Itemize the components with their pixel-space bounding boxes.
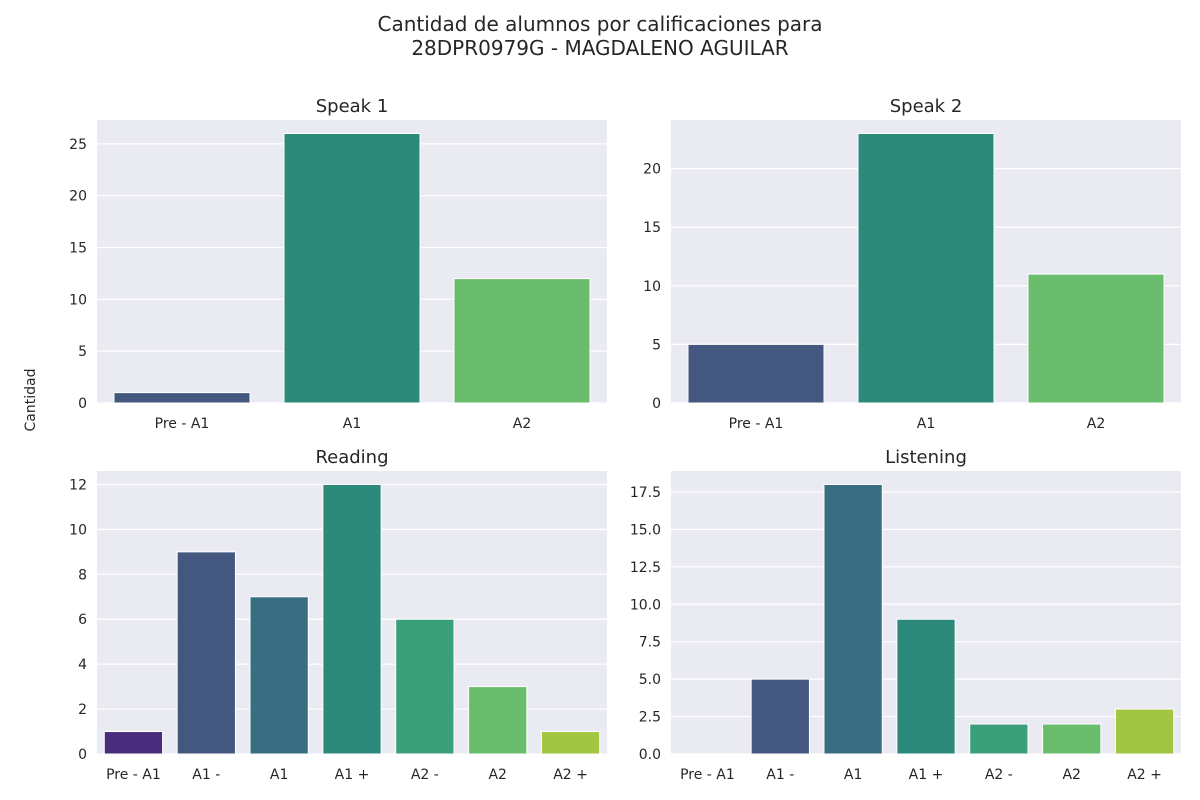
bar (468, 686, 528, 755)
bar (1042, 723, 1102, 755)
y-tick-label: 2 (78, 702, 87, 718)
y-tick-label: 7.5 (639, 635, 661, 651)
bar (176, 551, 236, 755)
bar (1114, 708, 1175, 755)
bar (1027, 273, 1165, 404)
x-tick-label: A1 (917, 416, 935, 432)
y-tick-label: 20 (643, 162, 661, 178)
bar (823, 483, 883, 755)
x-tick-label: A1 - (766, 767, 794, 783)
x-tick-label: A2 (1087, 416, 1105, 432)
y-tick-label: 12.5 (630, 560, 661, 576)
y-tick-label: 0.0 (639, 747, 661, 763)
bar (453, 278, 591, 404)
x-tick-label: A2 (488, 767, 506, 783)
y-tick-label: 15 (643, 220, 661, 236)
y-tick-label: 10.0 (630, 597, 661, 613)
bar (896, 618, 956, 755)
bar (395, 618, 455, 755)
x-tick-label: A1 (844, 767, 862, 783)
x-tick-label: A2 - (411, 767, 439, 783)
x-tick-label: Pre - A1 (680, 767, 735, 783)
x-tick-label: A1 (343, 416, 361, 432)
x-tick-label: Pre - A1 (729, 416, 784, 432)
bar (687, 343, 825, 404)
bar (283, 132, 421, 404)
bar (322, 483, 382, 755)
y-tick-label: 10 (69, 522, 87, 538)
subplot-2: 0 2 4 6 8 10 12 Pre - A1 A1 - A1 A1 + A2 - A2 A2 + Rea… (69, 447, 607, 783)
y-tick-label: 2.5 (639, 710, 661, 726)
subplot-title: Speak 2 (890, 96, 963, 117)
y-tick-label: 10 (69, 292, 87, 308)
y-tick-label: 0 (652, 396, 661, 412)
x-tick-label: A1 - (192, 767, 220, 783)
y-tick-label: 17.5 (630, 485, 661, 501)
y-tick-label: 0 (78, 396, 87, 412)
bar (103, 731, 164, 755)
subplot-3: 0.0 2.5 5.0 7.5 10.0 12.5 15.0 17.5 Pre - A1 A1 -… (630, 447, 1181, 783)
x-tick-label: A1 + (335, 767, 370, 783)
bar (969, 723, 1029, 755)
y-tick-label: 12 (69, 477, 87, 493)
y-tick-label: 20 (69, 189, 87, 205)
x-tick-label: Pre - A1 (106, 767, 161, 783)
bar (249, 596, 309, 755)
figure-title-line-1: Cantidad de alumnos por calificaciones p… (377, 12, 823, 36)
figure-title-line-2: 28DPR0979G - MAGDALENO AGUILAR (411, 36, 789, 60)
bar (750, 678, 810, 755)
x-tick-label: Pre - A1 (155, 416, 210, 432)
y-tick-label: 5 (78, 344, 87, 360)
y-tick-label: 10 (643, 279, 661, 295)
x-tick-label: A1 (270, 767, 288, 783)
x-tick-label: A2 (1062, 767, 1080, 783)
y-tick-label: 4 (78, 657, 87, 673)
x-tick-label: A2 (513, 416, 531, 432)
bar (113, 392, 251, 404)
subplot-1: 0 5 10 15 20 Pre - A1 A1 A2 Speak 2 (643, 96, 1181, 432)
y-tick-label: 5 (652, 337, 661, 353)
subplot-title: Listening (885, 447, 967, 468)
x-tick-label: A2 + (553, 767, 588, 783)
bar (540, 731, 601, 755)
y-tick-label: 0 (78, 747, 87, 763)
bar (857, 132, 995, 404)
subplot-title: Speak 1 (316, 96, 389, 117)
subplot-title: Reading (315, 447, 388, 468)
x-tick-label: A2 + (1127, 767, 1162, 783)
y-tick-label: 15.0 (630, 522, 661, 538)
y-tick-label: 25 (69, 137, 87, 153)
y-tick-label: 15 (69, 241, 87, 257)
subplot-0: 0 5 10 15 20 25 Pre - A1 A1 A2 Speak 1 (69, 96, 607, 432)
x-tick-label: A1 + (909, 767, 944, 783)
x-tick-label: A2 - (985, 767, 1013, 783)
y-tick-label: 5.0 (639, 672, 661, 688)
y-tick-label: 6 (78, 612, 87, 628)
y-tick-label: 8 (78, 567, 87, 583)
figure-title: Cantidad de alumnos por calificaciones p… (0, 12, 1200, 60)
